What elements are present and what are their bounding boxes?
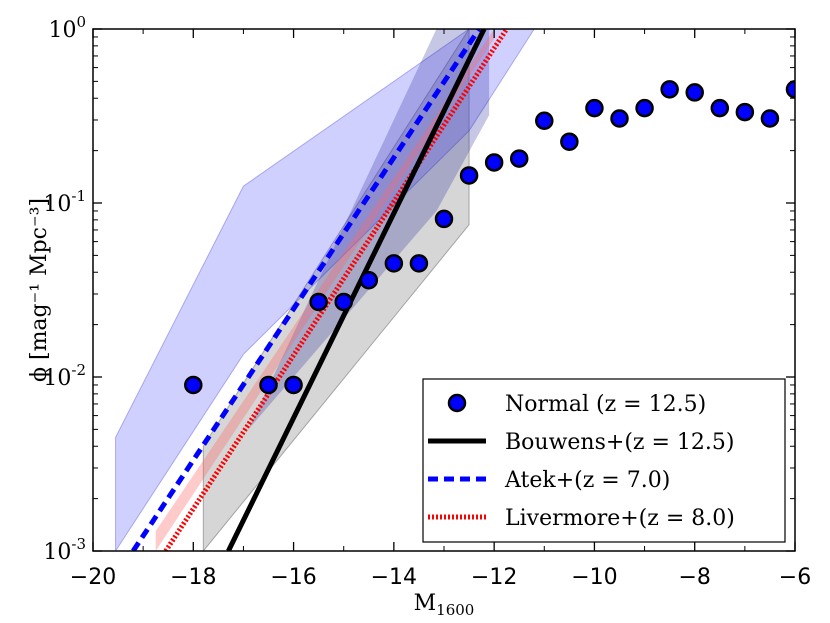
- legend-label-normal: Normal (z = 12.5): [505, 392, 706, 417]
- data-point-normal: [509, 149, 529, 168]
- legend-label-livermore: Livermore+(z = 8.0): [505, 506, 735, 531]
- data-point-normal: [259, 375, 278, 395]
- x-tick-label: −6: [779, 565, 811, 590]
- axis-ticks: [92, 28, 796, 552]
- legend-label-atek: Atek+(z = 7.0): [504, 468, 670, 493]
- x-axis-label: M1600: [414, 591, 475, 619]
- legend-marker-normal: [447, 393, 467, 413]
- x-axis-label-sub: 1600: [436, 601, 474, 619]
- y-tick-label: 10-3: [43, 535, 86, 565]
- x-tick-label: −10: [571, 565, 617, 590]
- data-point-normal: [409, 254, 429, 273]
- y-tick-label: 10-1: [43, 187, 86, 217]
- data-point-normal: [434, 209, 454, 229]
- band-bouwens: [202, 29, 470, 551]
- data-points: [184, 80, 795, 395]
- data-point-normal: [610, 109, 629, 128]
- data-point-normal: [585, 98, 604, 118]
- line-atek: [131, 29, 482, 551]
- data-point-normal: [735, 102, 755, 122]
- y-axis-label: ϕ [mag⁻¹ Mpc⁻³]: [27, 198, 52, 382]
- data-point-normal: [334, 292, 353, 312]
- y-tick-label-exponent: -1: [71, 187, 86, 205]
- legend-label-bouwens: Bouwens+(z = 12.5): [505, 430, 735, 455]
- data-point-normal: [359, 270, 379, 290]
- x-tick-label: −12: [471, 565, 517, 590]
- x-tick-label: −18: [170, 565, 216, 590]
- data-point-normal: [760, 109, 780, 128]
- confidence-bands: [115, 29, 535, 551]
- data-point-normal: [710, 98, 730, 118]
- data-point-normal: [284, 375, 303, 395]
- y-tick-label: 100: [48, 13, 86, 43]
- legend: Normal (z = 12.5) Bouwens+(z = 12.5) Ate…: [422, 378, 786, 543]
- data-point-normal: [535, 111, 554, 130]
- x-tick-label: −14: [371, 565, 417, 590]
- data-point-normal: [560, 132, 579, 151]
- band-livermore: [155, 29, 495, 551]
- data-point-normal: [384, 254, 404, 273]
- y-tick-label-exponent: -2: [71, 361, 86, 379]
- band-atek-inner: [248, 29, 490, 430]
- band-atek: [115, 29, 535, 551]
- y-tick-label: 10-2: [43, 361, 86, 391]
- data-point-normal: [484, 153, 504, 172]
- y-tick-label-exponent: 0: [76, 13, 86, 31]
- legend-box: [422, 378, 786, 543]
- x-axis-label-main: M: [414, 591, 437, 616]
- y-tick-label-base: 10: [43, 366, 71, 391]
- y-tick-label-exponent: -3: [71, 535, 86, 553]
- y-tick-label-base: 10: [48, 18, 76, 43]
- x-tick-label: −16: [270, 565, 316, 590]
- line-bouwens: [226, 29, 487, 551]
- data-point-normal: [635, 98, 654, 118]
- y-tick-label-base: 10: [43, 192, 71, 217]
- data-point-normal: [685, 83, 704, 102]
- x-tick-label: −20: [70, 565, 116, 590]
- data-point-normal: [785, 80, 795, 99]
- data-point-normal: [459, 166, 479, 185]
- data-point-normal: [184, 375, 203, 395]
- data-point-normal: [660, 80, 679, 99]
- data-point-normal: [309, 292, 328, 312]
- y-tick-label-base: 10: [43, 540, 71, 565]
- model-lines: [131, 29, 509, 551]
- x-tick-label: −8: [678, 565, 710, 590]
